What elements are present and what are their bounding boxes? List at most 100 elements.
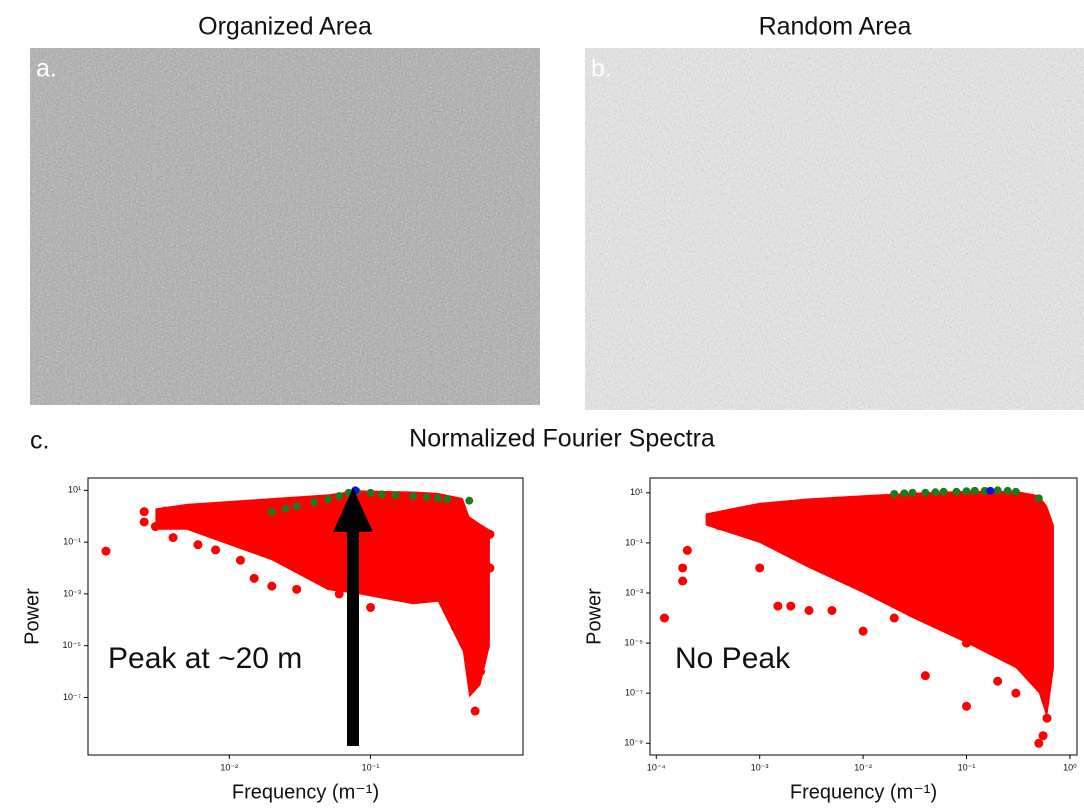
y-tick-label: 10⁻¹ [625, 537, 643, 547]
panel-label: a. [36, 55, 57, 83]
section-label: c. [30, 427, 49, 455]
point [324, 577, 333, 586]
point [409, 492, 417, 500]
point [773, 602, 782, 611]
image-organized [30, 48, 540, 405]
annotation: No Peak [675, 642, 791, 675]
point [786, 602, 795, 611]
point [451, 623, 460, 632]
point [1012, 488, 1020, 496]
point [678, 563, 687, 572]
point [921, 671, 930, 680]
point [236, 556, 245, 565]
panel-title: Organized Area [198, 13, 372, 41]
x-tick-label: 10⁻¹ [362, 762, 380, 772]
point [1011, 689, 1020, 698]
point [859, 627, 868, 636]
x-tick-label: 10⁻² [220, 762, 238, 772]
point [714, 521, 723, 530]
point [755, 563, 764, 572]
point [1043, 714, 1052, 723]
point [890, 614, 899, 623]
point [660, 614, 669, 623]
panel-title: Random Area [759, 13, 912, 41]
point-cloud [706, 491, 1054, 718]
point [465, 497, 473, 505]
point [1034, 739, 1043, 748]
section-title: Normalized Fourier Spectra [409, 425, 715, 453]
x-axis-label: Frequency (m⁻¹) [232, 781, 379, 803]
point [422, 592, 431, 601]
point [250, 574, 259, 583]
y-axis-label: Power [21, 588, 43, 645]
y-axis-label: Power [583, 588, 605, 645]
peak-arrow [333, 488, 373, 746]
point [805, 606, 814, 615]
point [678, 577, 687, 586]
x-axis-label: Frequency (m⁻¹) [790, 781, 937, 803]
point [377, 582, 386, 591]
point [160, 506, 169, 515]
point [151, 522, 160, 531]
y-tick-label: 10⁻³ [625, 587, 643, 597]
y-tick-label: 10¹ [68, 485, 81, 495]
point [281, 504, 289, 512]
point [471, 707, 480, 716]
point [485, 530, 494, 539]
point [140, 517, 149, 526]
y-tick-label: 10¹ [630, 487, 643, 497]
y-tick-label: 10⁻¹ [63, 537, 81, 547]
y-tick-label: 10⁻⁷ [625, 688, 643, 698]
point [293, 502, 301, 510]
annotation: Peak at ~20 m [108, 642, 302, 675]
point [211, 545, 220, 554]
x-tick-label: 10⁻² [854, 762, 872, 772]
point [423, 493, 431, 501]
point [476, 667, 485, 676]
point [908, 489, 916, 497]
x-tick-label: 10⁻³ [751, 762, 769, 772]
point [193, 540, 202, 549]
point [378, 490, 386, 498]
point [921, 489, 929, 497]
point [310, 498, 318, 506]
point [101, 547, 110, 556]
point [485, 564, 494, 573]
point [140, 507, 149, 516]
point [443, 495, 451, 503]
point [465, 659, 474, 668]
point [391, 491, 399, 499]
point [268, 508, 276, 516]
point [986, 487, 994, 495]
x-tick-label: 10⁰ [1063, 762, 1077, 772]
point [971, 487, 979, 495]
arrow-shaft [347, 530, 359, 746]
y-tick-label: 10⁻⁵ [63, 640, 82, 650]
point [953, 488, 961, 496]
point [900, 489, 908, 497]
point [827, 606, 836, 615]
point [324, 495, 332, 503]
point [434, 494, 442, 502]
plots: 10⁻² 10⁻¹ 10¹ 10⁻¹ 10⁻³ 10⁻⁵ 10⁻⁷ Frequency (m⁻… [21, 478, 1077, 803]
point [962, 702, 971, 711]
image-random [585, 48, 1084, 410]
point [940, 488, 948, 496]
point [1039, 731, 1048, 740]
point [931, 488, 939, 496]
point [292, 585, 301, 594]
y-tick-label: 10⁻³ [63, 588, 81, 598]
figure: Organized Area Random Area a. b. c. Norm… [0, 0, 1084, 808]
point [367, 489, 375, 497]
x-tick-label: 10⁻⁴ [647, 762, 666, 772]
y-tick-label: 10⁻⁵ [625, 637, 644, 647]
panel-label: b. [591, 55, 612, 83]
point [962, 639, 971, 648]
point [1004, 487, 1012, 495]
y-tick-label: 10⁻⁹ [624, 738, 643, 748]
point [993, 677, 1002, 686]
point [267, 582, 276, 591]
point [890, 490, 898, 498]
point [963, 487, 971, 495]
point [683, 546, 692, 555]
